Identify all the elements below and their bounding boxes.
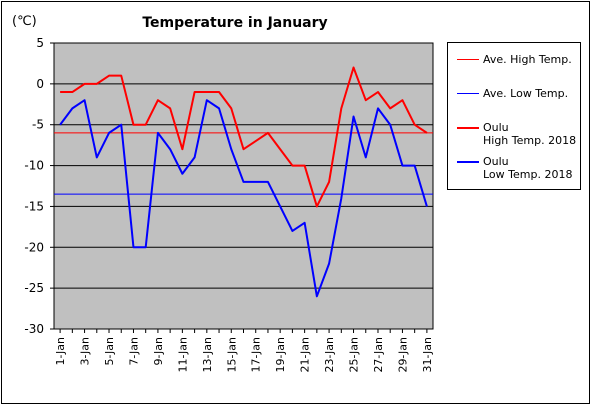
legend-swatch: [457, 93, 479, 94]
legend-label: Ave. High Temp.: [483, 53, 572, 66]
x-tick-label: 29-Jan: [396, 337, 409, 373]
x-tick-label: 31-Jan: [421, 337, 434, 373]
x-tick-label: 7-Jan: [127, 337, 140, 366]
x-tick-label: 27-Jan: [372, 337, 385, 373]
x-tick-label: 25-Jan: [348, 337, 361, 373]
y-tick-label: -25: [24, 281, 44, 295]
x-tick-label: 5-Jan: [103, 337, 116, 366]
legend-swatch: [457, 59, 479, 60]
y-tick-label: -10: [24, 159, 44, 173]
y-tick-label: -15: [24, 199, 44, 213]
x-tick-label: 13-Jan: [201, 337, 214, 373]
y-tick-label: 5: [36, 36, 44, 50]
y-tick-label: 0: [36, 77, 44, 91]
legend-label: Oulu Low Temp. 2018: [483, 155, 573, 181]
chart-title: Temperature in January: [142, 15, 328, 31]
x-tick-label: 15-Jan: [225, 337, 238, 373]
x-tick-label: 1-Jan: [54, 337, 67, 366]
x-tick-label: 19-Jan: [274, 337, 287, 373]
legend-swatch: [457, 161, 479, 163]
x-tick-label: 21-Jan: [299, 337, 312, 373]
x-tick-label: 23-Jan: [323, 337, 336, 373]
legend-label: Oulu High Temp. 2018: [483, 121, 577, 147]
series-line: [60, 66, 428, 208]
x-tick-label: 17-Jan: [250, 337, 263, 373]
x-tick-label: 11-Jan: [176, 337, 189, 373]
y-tick-label: -20: [24, 240, 44, 254]
y-axis-unit-label: (℃): [12, 14, 37, 29]
y-tick-label: -5: [32, 118, 44, 132]
legend-swatch: [457, 127, 479, 129]
plot-area: [54, 43, 433, 329]
x-tick-label: 3-Jan: [79, 337, 92, 366]
series-line: [59, 99, 428, 298]
x-tick-label: 9-Jan: [152, 337, 165, 366]
legend-label: Ave. Low Temp.: [483, 87, 569, 100]
y-tick-label: -30: [24, 322, 44, 336]
chart-legend: Ave. High Temp. Ave. Low Temp. Oulu High Te…: [447, 42, 581, 190]
